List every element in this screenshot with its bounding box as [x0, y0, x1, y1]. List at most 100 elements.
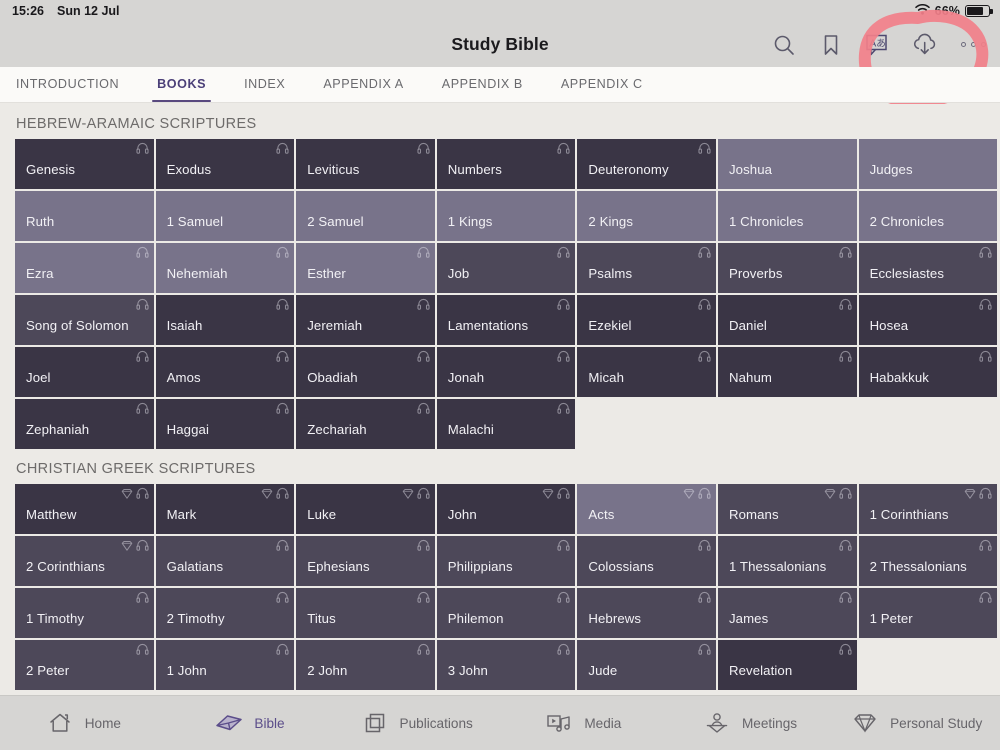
- book-tile[interactable]: Exodus: [155, 139, 295, 189]
- book-tile[interactable]: 1 Corinthians: [858, 484, 998, 534]
- headphones-icon: [839, 298, 852, 311]
- book-tile[interactable]: 3 John: [436, 640, 576, 690]
- book-tile[interactable]: Ezra: [15, 243, 154, 293]
- book-tile[interactable]: Psalms: [577, 243, 716, 293]
- book-tile[interactable]: Numbers: [436, 139, 576, 189]
- nav-item-home[interactable]: Home: [0, 709, 167, 737]
- book-tile[interactable]: 1 Samuel: [155, 191, 295, 241]
- book-tile[interactable]: Hebrews: [577, 588, 716, 638]
- book-tile[interactable]: Colossians: [577, 536, 716, 586]
- tab-appendix-c[interactable]: APPENDIX C: [542, 66, 662, 102]
- book-tile[interactable]: 1 John: [155, 640, 295, 690]
- book-tile[interactable]: Esther: [296, 243, 435, 293]
- book-tile[interactable]: Micah: [577, 347, 716, 397]
- book-tile[interactable]: Jonah: [436, 347, 576, 397]
- book-tile[interactable]: 1 Peter: [858, 588, 998, 638]
- headphones-icon: [698, 246, 711, 259]
- book-tile[interactable]: Judges: [858, 139, 998, 189]
- book-tile[interactable]: Jeremiah: [296, 295, 435, 345]
- book-tile[interactable]: Galatians: [155, 536, 295, 586]
- book-tile-label: 1 Peter: [869, 610, 913, 626]
- book-tile[interactable]: Lamentations: [436, 295, 576, 345]
- nav-item-publications[interactable]: Publications: [333, 709, 500, 737]
- book-tile[interactable]: John: [436, 484, 576, 534]
- book-tile[interactable]: 2 John: [296, 640, 435, 690]
- headphones-icon: [557, 487, 570, 500]
- book-tile[interactable]: Habakkuk: [858, 347, 998, 397]
- headphones-icon: [557, 142, 570, 155]
- tab-appendix-a[interactable]: APPENDIX A: [304, 66, 422, 102]
- headphones-icon: [839, 246, 852, 259]
- book-tile[interactable]: 2 Timothy: [155, 588, 295, 638]
- book-tile[interactable]: Zechariah: [296, 399, 435, 449]
- book-tile[interactable]: Job: [436, 243, 576, 293]
- book-tile[interactable]: Jude: [577, 640, 716, 690]
- book-tile[interactable]: Haggai: [155, 399, 295, 449]
- book-tile[interactable]: Deuteronomy: [577, 139, 716, 189]
- book-tile[interactable]: 2 Corinthians: [15, 536, 154, 586]
- book-tile[interactable]: Daniel: [717, 295, 857, 345]
- nav-item-personal-study[interactable]: Personal Study: [833, 709, 1000, 737]
- nav-item-bible[interactable]: Bible: [167, 709, 334, 737]
- book-tile-label: 2 Peter: [26, 662, 70, 678]
- book-tile[interactable]: 1 Timothy: [15, 588, 154, 638]
- book-tile-badges: [557, 591, 570, 604]
- book-tile[interactable]: James: [717, 588, 857, 638]
- book-tile[interactable]: Philemon: [436, 588, 576, 638]
- book-tile-label: 1 Thessalonians: [728, 558, 827, 574]
- book-tile[interactable]: Matthew: [15, 484, 154, 534]
- book-tile[interactable]: Philippians: [436, 536, 576, 586]
- headphones-icon: [136, 402, 149, 415]
- headphones-icon: [276, 142, 289, 155]
- headphones-icon: [839, 487, 852, 500]
- book-tile[interactable]: Leviticus: [296, 139, 435, 189]
- book-tile[interactable]: 2 Chronicles: [858, 191, 998, 241]
- book-tile[interactable]: Proverbs: [717, 243, 857, 293]
- book-tile[interactable]: Isaiah: [155, 295, 295, 345]
- book-tile[interactable]: Obadiah: [296, 347, 435, 397]
- book-tile[interactable]: Ruth: [15, 191, 154, 241]
- headphones-icon: [979, 539, 992, 552]
- headphones-icon: [417, 591, 430, 604]
- book-tile[interactable]: Acts: [577, 484, 716, 534]
- book-tile[interactable]: Ecclesiastes: [858, 243, 998, 293]
- book-tile[interactable]: Zephaniah: [15, 399, 154, 449]
- nav-item-media[interactable]: Media: [500, 709, 667, 737]
- book-tile[interactable]: Romans: [717, 484, 857, 534]
- book-tile[interactable]: Joshua: [717, 139, 857, 189]
- book-tile[interactable]: Ephesians: [296, 536, 435, 586]
- tab-introduction[interactable]: INTRODUCTION: [16, 66, 138, 102]
- book-tile[interactable]: 2 Kings: [577, 191, 716, 241]
- search-icon[interactable]: [771, 32, 797, 58]
- headphones-icon: [136, 246, 149, 259]
- book-tile[interactable]: Joel: [15, 347, 154, 397]
- book-tile[interactable]: Hosea: [858, 295, 998, 345]
- book-tile[interactable]: 1 Thessalonians: [717, 536, 857, 586]
- tab-appendix-b[interactable]: APPENDIX B: [423, 66, 542, 102]
- book-tile[interactable]: 2 Peter: [15, 640, 154, 690]
- book-tile[interactable]: 1 Kings: [436, 191, 576, 241]
- cloud-download-icon[interactable]: [912, 32, 938, 58]
- book-tile[interactable]: Amos: [155, 347, 295, 397]
- book-tile[interactable]: Revelation: [717, 640, 857, 690]
- book-tile[interactable]: Titus: [296, 588, 435, 638]
- book-tile[interactable]: Luke: [296, 484, 435, 534]
- book-tile-badges: [276, 643, 289, 656]
- tab-index[interactable]: INDEX: [225, 66, 304, 102]
- book-tile[interactable]: Nahum: [717, 347, 857, 397]
- book-tile[interactable]: 1 Chronicles: [717, 191, 857, 241]
- book-tile[interactable]: Nehemiah: [155, 243, 295, 293]
- bookmark-icon[interactable]: [818, 32, 844, 58]
- book-tile[interactable]: Genesis: [15, 139, 154, 189]
- book-tile[interactable]: Ezekiel: [577, 295, 716, 345]
- book-tile[interactable]: Mark: [155, 484, 295, 534]
- book-tile[interactable]: 2 Thessalonians: [858, 536, 998, 586]
- book-tile[interactable]: Malachi: [436, 399, 576, 449]
- book-tile-label: Jeremiah: [307, 317, 363, 333]
- overflow-menu-icon[interactable]: [959, 42, 988, 47]
- book-tile[interactable]: 2 Samuel: [296, 191, 435, 241]
- book-tile[interactable]: Song of Solomon: [15, 295, 154, 345]
- tab-books[interactable]: BOOKS: [138, 66, 225, 102]
- nav-item-meetings[interactable]: Meetings: [667, 709, 834, 737]
- language-icon[interactable]: A あ: [865, 32, 891, 58]
